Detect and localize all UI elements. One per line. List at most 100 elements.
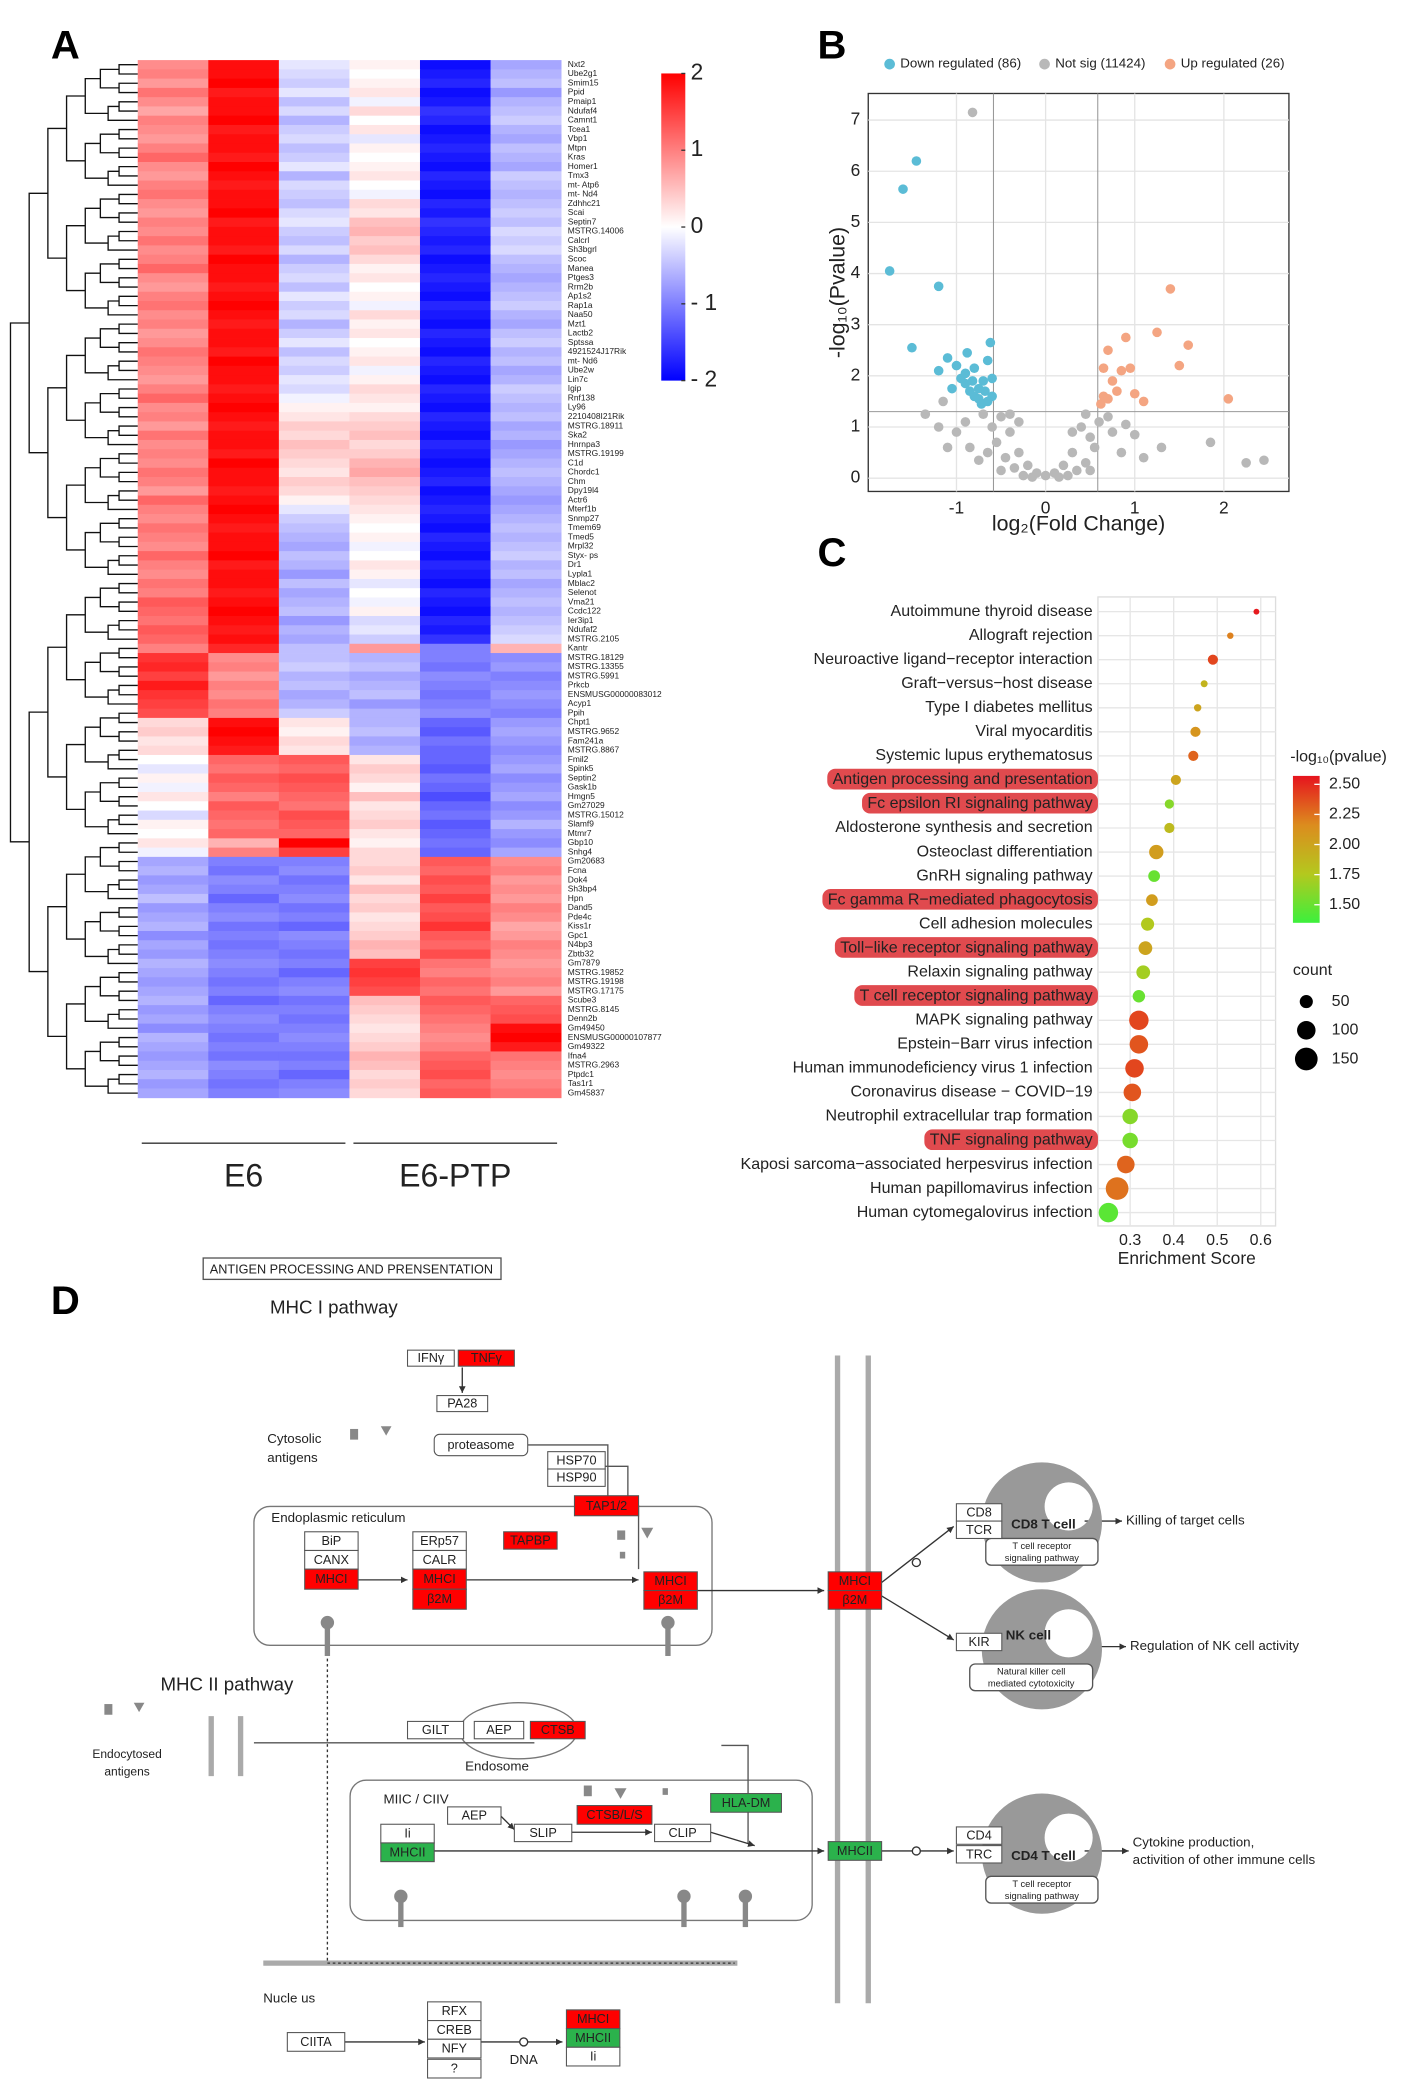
heatmap-cell [419,745,491,756]
heatmap-cell [419,662,491,672]
row-label: Kiss1r [568,921,592,931]
heatmap-cell [278,615,350,626]
heatmap-cell [419,829,491,839]
dendrogram-branch [107,624,138,640]
heatmap-cell [208,162,280,172]
heatmap-cell [137,1088,209,1099]
dendrogram-branch [118,944,138,955]
gene-box [436,1395,489,1413]
data-point [982,396,993,407]
row-label: Gm20683 [568,856,605,866]
heatmap-cell [278,588,350,598]
heatmap-cell [349,134,421,144]
heatmap-cell [349,328,421,339]
heatmap-cell [278,143,350,154]
dendrogram-branch [65,743,86,811]
heatmap-cell [208,1079,280,1089]
gene-label: CD8 [966,1505,991,1519]
size-legend-label: 100 [1332,1021,1359,1039]
heatmap-cell [137,300,209,311]
x-tick-label: 0.3 [1119,1231,1141,1249]
dendrogram-branch [84,985,109,1022]
heatmap-cell [349,615,421,626]
heatmap-cell [208,615,280,626]
heatmap-cell [137,421,209,432]
heatmap-cell [208,338,280,348]
heatmap-cell [278,717,350,728]
dendrogram-branch [118,925,138,937]
data-point [911,156,922,166]
heatmap-cell [419,1088,491,1099]
row-label: MSTRG.13355 [568,661,624,671]
heatmap-cell [349,78,421,89]
heatmap-cell [490,680,562,691]
gene-label: HLA-DM [722,1796,771,1810]
heatmap-cell [278,106,350,117]
heatmap-cell [208,588,280,598]
data-point [933,281,944,292]
dendrogram-branch [84,856,109,893]
heatmap-cell [419,338,491,348]
row-label: MSTRG.19852 [568,967,624,977]
heatmap-cell [137,208,209,218]
gene-label: IFNγ [418,1351,445,1365]
data-point [1018,470,1029,481]
category-label: Human papillomavirus infection [870,1179,1093,1197]
colorbar-tick-label: 1 [691,135,704,161]
heatmap-cell [208,930,280,941]
category-label: Cell adhesion molecules [919,914,1093,932]
heatmap-cell [208,375,280,385]
dendrogram-branch [118,1055,138,1066]
gene-label: MHCI [577,2012,609,2026]
row-label: Fcna [568,865,587,875]
row-label: Denn2b [568,1013,598,1023]
heatmap-cell [208,949,280,960]
heatmap-cell [490,921,562,932]
dendrogram-branch [118,619,138,631]
heatmap-cell [208,606,280,617]
heatmap-cell [137,236,209,246]
heatmap-cell [419,856,491,867]
dendrogram-branch [118,731,138,742]
gene-label: TAPBP [510,1533,551,1547]
row-label: Prkcb [568,680,590,690]
data-point [1027,472,1038,482]
heatmap-cell [349,458,421,469]
heatmap-cell [490,1088,562,1099]
heatmap-cell [349,477,421,487]
heatmap-cell [419,1023,491,1034]
heatmap-cell [137,829,209,839]
heatmap-cell [278,745,350,756]
dendrogram-branch [107,430,138,446]
heatmap-cell [419,1060,491,1071]
heatmap-cell [419,754,491,765]
heatmap-cell [137,819,209,830]
heatmap-cell [137,921,209,932]
gene-box [955,1845,1003,1864]
gene-label: MHCII [837,1844,873,1858]
row-label: Ptges3 [568,272,594,282]
row-label: Sptssa [568,337,594,347]
dendrogram-branch [118,471,138,483]
data-point [1098,363,1109,373]
heatmap-cell [137,1014,209,1025]
dot [1146,894,1158,906]
dendrogram-branch [118,212,138,223]
heatmap-cell [137,560,209,571]
heatmap-cell [349,412,421,422]
row-label: Tcea1 [568,124,591,134]
dendrogram-branch [118,1073,138,1085]
dendrogram-branch [118,647,138,659]
dendrogram-branch [118,1036,138,1048]
heatmap-cell [490,412,562,422]
data-point [996,465,1006,476]
heatmap-cell [349,708,421,719]
heatmap-cell [349,69,421,80]
gene-label: CREB [437,2023,472,2037]
heatmap-cell [349,1079,421,1089]
heatmap-cell [137,838,209,849]
size-legend-marker [1294,1047,1318,1071]
heatmap-cell [490,847,562,858]
category-highlight [834,937,1098,958]
data-point [1107,376,1118,386]
